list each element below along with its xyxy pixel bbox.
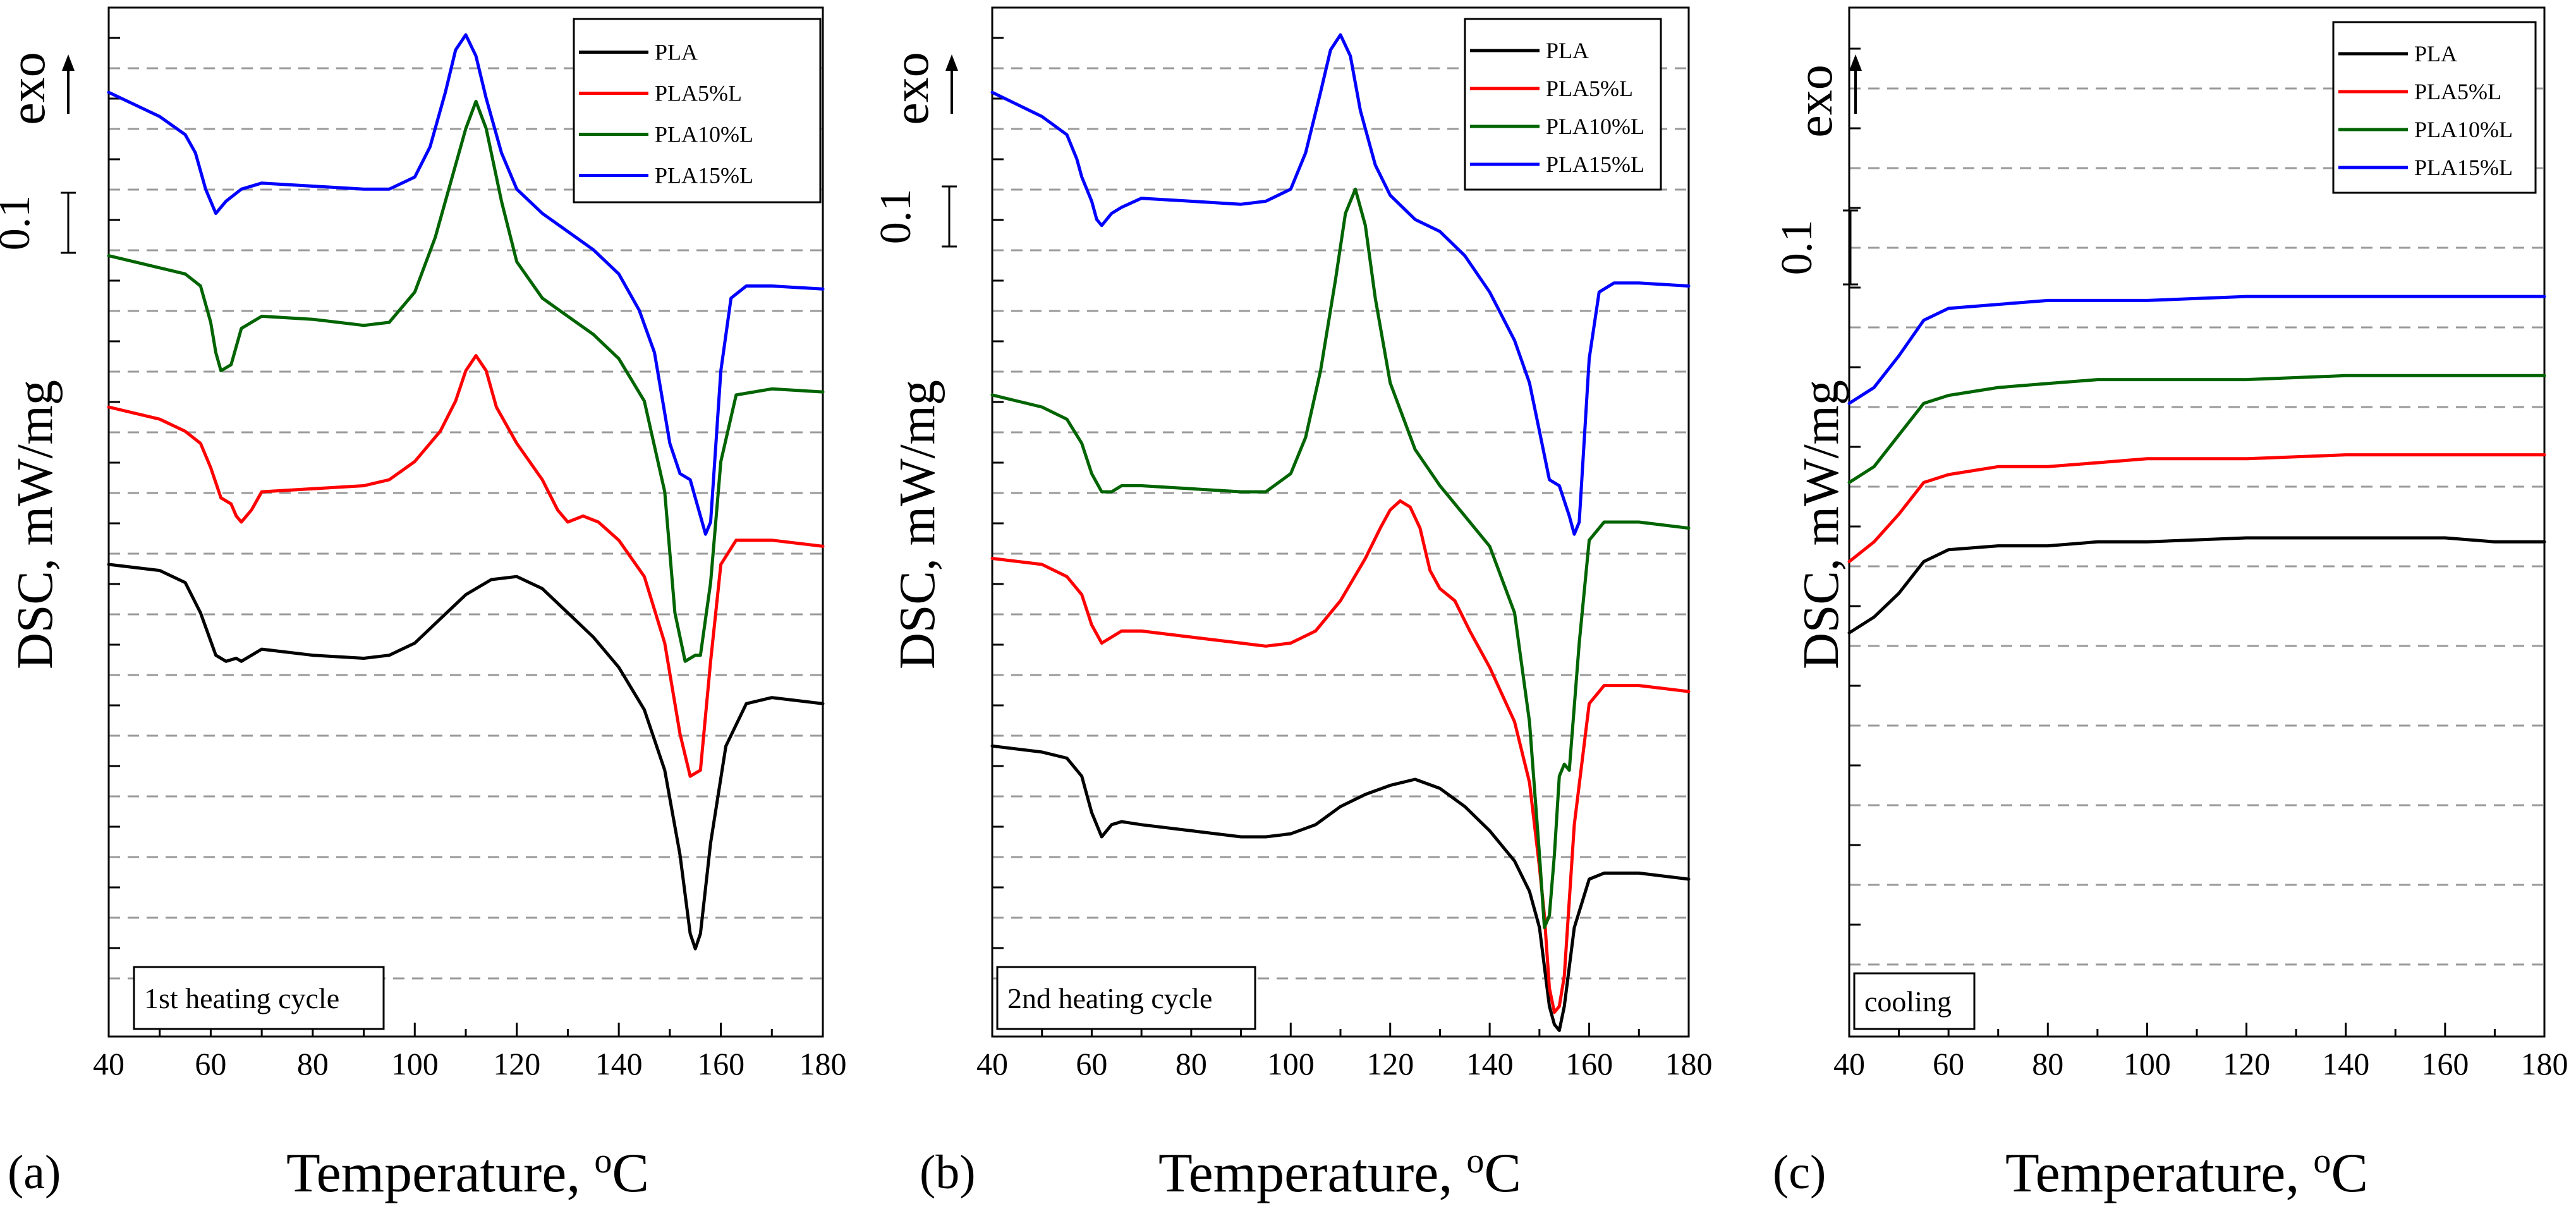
y-axis-label: DSC, mW/mg <box>890 380 945 669</box>
legend-box <box>2332 21 2537 194</box>
annotation-text: 1st heating cycle <box>144 982 339 1014</box>
x-tick-label: 80 <box>297 1046 329 1081</box>
legend: PLA PLA5%L PLA10%L PLA15%L <box>573 18 822 204</box>
legend-label: PLA <box>1546 38 1589 63</box>
x-tick-label: 140 <box>595 1046 643 1081</box>
x-tick-label: 60 <box>1933 1046 1964 1081</box>
legend-label: PLA15%L <box>1546 152 1644 177</box>
panel-a: 40 60 80 100 120 140 160 180PLAPLA5%LPLA10%LPLA… <box>0 6 847 1204</box>
exo-label: exo <box>884 52 939 125</box>
legend-box <box>1464 18 1662 191</box>
series-line-pla5pctl <box>990 499 1691 1014</box>
x-tick-label: 40 <box>976 1046 1008 1081</box>
legend-label: PLA5%L <box>1546 76 1633 101</box>
series-line-pla5pctl <box>107 354 825 778</box>
panel-letter: (b) <box>920 1146 976 1199</box>
x-axis-label: Temperature, oC <box>2005 1141 2368 1204</box>
series-line-pla10pctl <box>107 99 825 663</box>
legend-label: PLA10%L <box>1546 114 1644 139</box>
series-line-pla15pctl <box>107 33 825 536</box>
legend-label: PLA15%L <box>655 163 753 188</box>
panel-letter: (a) <box>8 1146 61 1199</box>
chart-panels: 40 60 80 100 120 140 160 180PLAPLA5%LPLA10%LPLA… <box>0 6 2568 1204</box>
annotation-box <box>996 966 1256 1030</box>
x-tick-label: 140 <box>1466 1046 1514 1081</box>
exo-label: exo <box>0 52 56 125</box>
x-tick-label: 180 <box>1665 1046 1713 1081</box>
legend-label: PLA10%L <box>2414 117 2513 142</box>
exo-arrow-icon <box>1849 54 1862 71</box>
scale-bar-label: 0.1 <box>0 195 39 251</box>
x-tick-label: 60 <box>195 1046 226 1081</box>
legend-label: PLA15%L <box>2414 155 2513 180</box>
series-line-pla15pctl <box>990 33 1691 536</box>
x-tick-label: 100 <box>1267 1046 1315 1081</box>
x-tick-label: 80 <box>2032 1046 2063 1081</box>
x-tick-label: 100 <box>2123 1046 2171 1081</box>
series-line-pla <box>107 563 825 951</box>
series-line-pla15pctl <box>1847 295 2546 405</box>
annotation-text: 2nd heating cycle <box>1007 982 1212 1014</box>
legend-label: PLA5%L <box>2414 79 2501 104</box>
x-tick-label: 60 <box>1076 1046 1107 1081</box>
x-axis-label: Temperature, oC <box>1158 1141 1521 1204</box>
x-tick-label: 180 <box>799 1046 847 1081</box>
x-tick-label: 40 <box>93 1046 125 1081</box>
series-line-pla5pctl <box>1847 453 2546 564</box>
panel-c: 40 60 80 100 120 140 160 180PLAPLA5%LPLA10%LPLA… <box>1773 6 2568 1204</box>
legend: PLA PLA5%L PLA10%L PLA15%L <box>2332 21 2537 194</box>
legend-label: PLA5%L <box>655 81 742 106</box>
legend-label: PLA10%L <box>655 122 753 147</box>
x-tick-label: 100 <box>391 1046 439 1081</box>
y-axis-label: DSC, mW/mg <box>1794 380 1849 669</box>
legend: PLA PLA5%L PLA10%L PLA15%L <box>1464 18 1662 191</box>
x-tick-label: 120 <box>493 1046 540 1081</box>
scale-bar-label: 0.1 <box>1773 220 1821 276</box>
legend-label: PLA <box>655 40 698 65</box>
legend-box <box>573 18 822 204</box>
scale-bar-label: 0.1 <box>872 189 920 245</box>
x-tick-label: 140 <box>2322 1046 2369 1081</box>
x-tick-label: 40 <box>1833 1046 1865 1081</box>
series-line-pla <box>1847 536 2546 635</box>
x-tick-label: 160 <box>1565 1046 1613 1081</box>
annotation-text: cooling <box>1864 985 1952 1018</box>
panel-letter: (c) <box>1773 1146 1826 1199</box>
legend-label: PLA <box>2414 41 2457 66</box>
x-tick-label: 160 <box>2421 1046 2469 1081</box>
x-tick-label: 120 <box>1366 1046 1414 1081</box>
annotation-box <box>133 966 385 1030</box>
x-tick-label: 80 <box>1176 1046 1207 1081</box>
x-tick-label: 180 <box>2521 1046 2568 1081</box>
exo-arrow-icon <box>62 54 75 71</box>
annotation-box <box>1853 972 1976 1030</box>
series-line-pla10pctl <box>1847 374 2546 484</box>
series-line-pla10pctl <box>990 187 1691 930</box>
series-line-pla <box>990 744 1691 1032</box>
x-axis-label: Temperature, oC <box>286 1141 649 1204</box>
x-tick-label: 160 <box>697 1046 744 1081</box>
panel-b: 40 60 80 100 120 140 160 180PLAPLA5%LPLA10%LPLA… <box>872 6 1713 1204</box>
exo-label: exo <box>1787 64 1843 138</box>
exo-arrow-icon <box>945 54 958 71</box>
x-tick-label: 120 <box>2223 1046 2270 1081</box>
y-axis-label: DSC, mW/mg <box>8 380 63 669</box>
